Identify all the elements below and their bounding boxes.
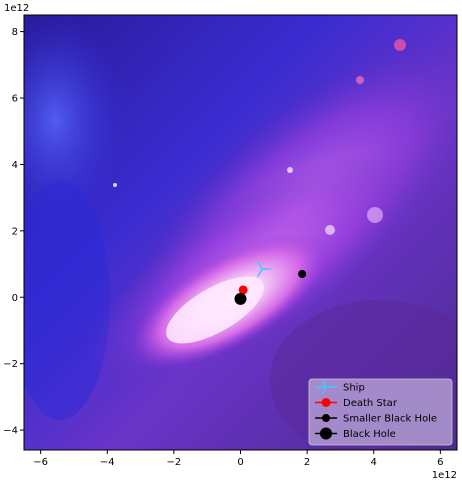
ship-marker [321,379,334,395]
legend-box [308,378,453,446]
black-hole-marker [320,427,332,440]
y-tick-label: 8 [12,27,18,38]
y-tick-label: −4 [3,426,18,437]
smaller-black-hole-marker [322,414,330,422]
x-tick-label: −6 [33,457,48,468]
death-star-marker [238,285,248,295]
y-tick-label: 0 [12,293,18,304]
x-offset-label: 1e12 [432,470,457,481]
x-axis: −6 −4 −2 0 2 4 6 [33,450,444,468]
legend-label: Ship [343,383,365,394]
y-axis: −4 −2 0 2 4 6 8 [3,27,24,437]
legend-label: Smaller Black Hole [343,414,437,425]
x-tick-label: 2 [304,457,310,468]
death-star-marker [321,398,331,407]
y-tick-label: 4 [12,160,18,171]
legend-item-black-hole: Black Hole [315,427,396,440]
legend: Ship Death Star Smaller Black Hole Black Ho… [308,378,453,446]
smaller-black-hole-marker [298,270,307,279]
legend-label: Death Star [343,398,398,409]
y-tick-label: 6 [12,94,18,105]
x-tick-label: −2 [167,457,182,468]
legend-item-smaller-black-hole: Smaller Black Hole [315,414,437,425]
legend-item-ship: Ship [315,379,365,395]
x-tick-label: −4 [100,457,115,468]
y-offset-label: 1e12 [4,3,29,14]
galaxy-background [24,15,457,450]
x-tick-label: 4 [371,457,377,468]
legend-item-death-star: Death Star [315,398,398,409]
ship-marker [256,260,272,278]
black-hole-marker [234,292,247,305]
y-tick-label: 2 [12,226,18,237]
x-tick-label: 6 [437,457,443,468]
x-tick-label: 0 [237,457,243,468]
chart-markers [234,260,307,305]
legend-label: Black Hole [343,429,396,440]
y-tick-label: −2 [3,359,18,370]
